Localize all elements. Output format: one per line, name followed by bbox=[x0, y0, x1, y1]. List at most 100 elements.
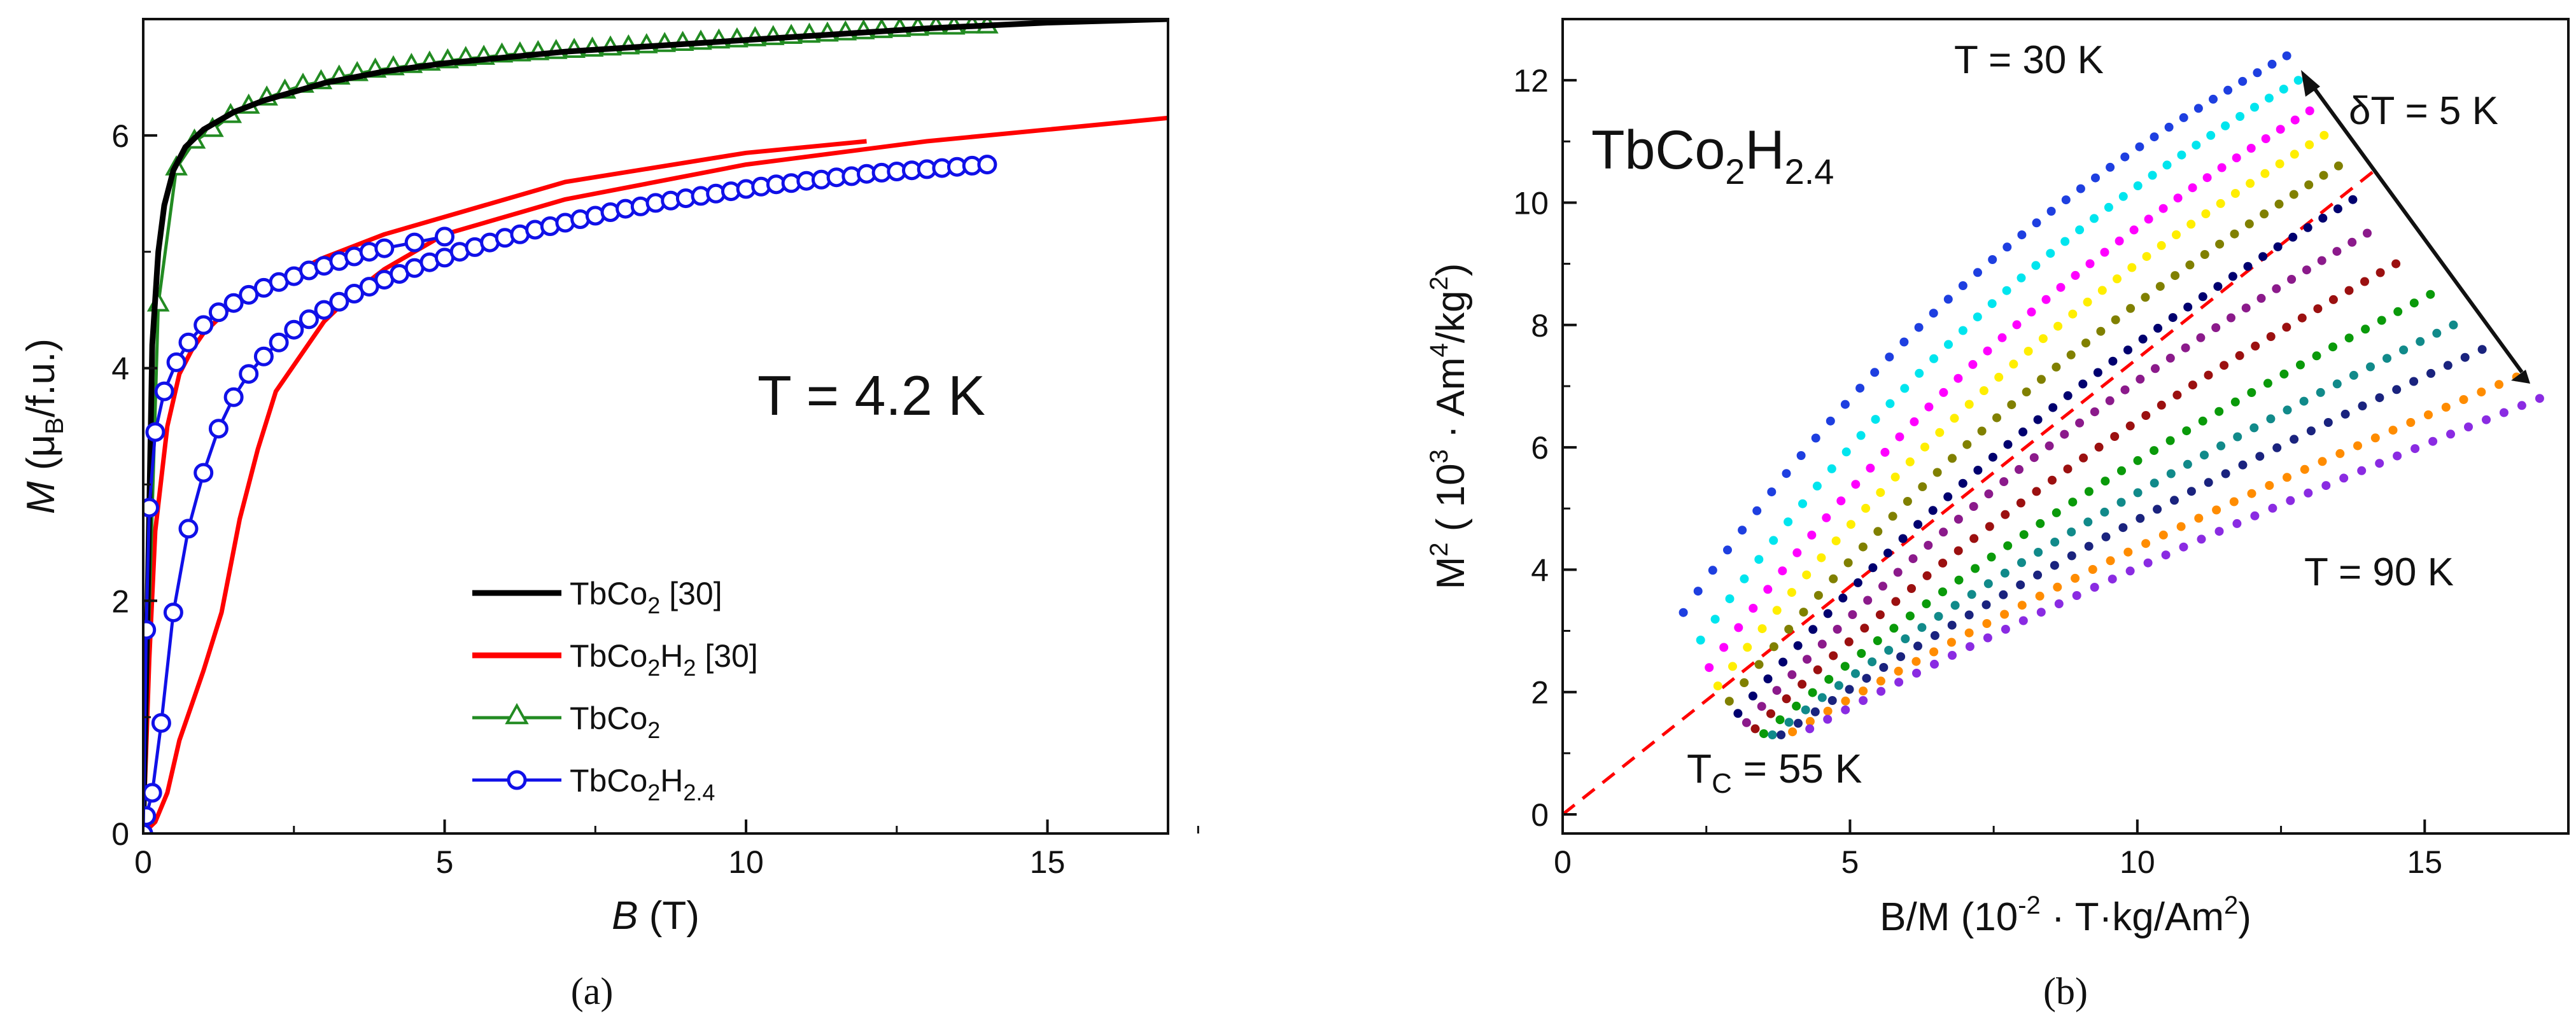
panel-b-point bbox=[1953, 546, 1963, 555]
panel-b-point bbox=[2388, 426, 2398, 435]
panel-b-point bbox=[2246, 144, 2256, 153]
panel-b-point bbox=[2033, 570, 2043, 580]
panel-b-point bbox=[1858, 542, 1868, 552]
legend-label-part: TbCo bbox=[570, 576, 647, 611]
panel-b-point bbox=[2166, 469, 2176, 478]
panel-b-point bbox=[2275, 159, 2284, 169]
panel-b-point bbox=[2081, 338, 2090, 348]
panel-b-point bbox=[2302, 265, 2311, 275]
panel-b-point bbox=[1772, 606, 1782, 615]
panel-b-point bbox=[1752, 506, 1762, 515]
panel-b-point bbox=[2229, 497, 2239, 506]
panel-b-point bbox=[2409, 298, 2419, 308]
panel-b-point bbox=[1827, 696, 1837, 705]
panel-a-point bbox=[208, 419, 229, 439]
panel-a-point bbox=[253, 346, 274, 366]
panel-b-point bbox=[2176, 522, 2186, 531]
panel-b-point bbox=[2171, 271, 2180, 281]
panel-b-point bbox=[1822, 513, 1831, 522]
panel-b-ticks: 0 5 10 15 0 2 4 6 8 10 12 bbox=[1513, 18, 2570, 880]
panel-b-point bbox=[2406, 418, 2416, 427]
panel-b-point bbox=[2313, 304, 2323, 314]
panel-a-point bbox=[374, 238, 395, 258]
panel-b-point bbox=[2382, 354, 2391, 363]
legend-label: TbCo2 bbox=[570, 701, 660, 743]
panel-b-point bbox=[2260, 209, 2269, 219]
panel-a-line-1 bbox=[143, 115, 1168, 833]
panel-b-point bbox=[1876, 676, 1885, 686]
panel-b-point bbox=[2023, 347, 2033, 356]
panel-b-point bbox=[2142, 252, 2151, 261]
panel-b-tc-sub: C bbox=[1712, 768, 1732, 799]
panel-b-point bbox=[1805, 724, 1815, 734]
panel-b-point bbox=[1759, 729, 1768, 739]
panel-b-point bbox=[2093, 368, 2102, 377]
panel-a-xtick-label: 10 bbox=[728, 844, 764, 880]
panel-b-point bbox=[2173, 193, 2183, 203]
panel-a-point bbox=[269, 332, 289, 352]
panel-b-ytick-label: 6 bbox=[1531, 430, 1549, 466]
panel-a-xtick-label: 15 bbox=[1030, 844, 1066, 880]
panel-b-point bbox=[2194, 513, 2204, 523]
panel-b-point bbox=[1947, 620, 1957, 630]
panel-b-point bbox=[2279, 369, 2289, 379]
panel-b-point bbox=[1901, 634, 1910, 643]
panel-b-point bbox=[2117, 466, 2126, 475]
panel-b-point bbox=[2037, 375, 2046, 384]
panel-b-point bbox=[2459, 395, 2468, 404]
panel-b-ylabel-sup4: 2 bbox=[1425, 276, 1453, 290]
panel-a-point bbox=[223, 387, 244, 407]
panel-b-point bbox=[2016, 273, 2026, 282]
panel-b-point bbox=[2288, 232, 2298, 242]
panel-b-point bbox=[1808, 688, 1817, 697]
panel-b-point bbox=[2141, 293, 2150, 302]
panel-b-point bbox=[2290, 150, 2299, 159]
panel-b-point bbox=[2056, 282, 2066, 292]
panel-b-point bbox=[2214, 407, 2224, 416]
panel-b-point bbox=[1871, 415, 1880, 424]
panel-b-point bbox=[2347, 237, 2357, 247]
panel-b-point bbox=[2066, 350, 2076, 359]
panel-b-point bbox=[2441, 403, 2451, 412]
panel-b-point bbox=[1817, 693, 1827, 702]
panel-b-point bbox=[2155, 282, 2165, 291]
panel-b-point bbox=[1769, 536, 1778, 545]
panel-b-point bbox=[1740, 678, 1749, 687]
panel-b-point bbox=[1725, 594, 1735, 604]
panel-b-point bbox=[2118, 192, 2128, 201]
panel-b-point bbox=[1784, 517, 1793, 527]
panel-b-point bbox=[1798, 680, 1807, 689]
panel-b-point bbox=[1964, 628, 1974, 638]
panel-b-point bbox=[1829, 574, 1838, 583]
panel-b-ylabel-sup3: 4 bbox=[1425, 343, 1453, 357]
panel-b-point bbox=[2223, 85, 2233, 95]
panel-b-title-sub1: 2 bbox=[1725, 151, 1745, 192]
panel-b-point bbox=[2250, 511, 2260, 520]
panel-b-point bbox=[2090, 214, 2099, 223]
panel-b-point bbox=[2366, 362, 2375, 372]
panel-b-point bbox=[1836, 496, 1846, 506]
panel-b-point bbox=[1724, 697, 1734, 706]
panel-b-isotherm-35K bbox=[1696, 76, 2303, 645]
panel-b-point bbox=[1971, 564, 1980, 573]
panel-b-point bbox=[2265, 481, 2274, 490]
panel-b-isotherm-30K bbox=[1679, 51, 2291, 617]
legend-label-part: H bbox=[660, 763, 683, 798]
panel-a-xtick-label: 0 bbox=[134, 844, 152, 880]
panel-b-point bbox=[1913, 641, 1922, 651]
panel-b-point bbox=[2363, 228, 2372, 238]
panel-b-point bbox=[1728, 662, 1737, 671]
panel-b-compound-title: TbCo2H2.4 bbox=[1591, 120, 1834, 192]
panel-b-point bbox=[2293, 76, 2303, 85]
panel-b-point bbox=[2141, 411, 2151, 420]
panel-b-point bbox=[2170, 496, 2179, 505]
panel-b-point bbox=[1749, 604, 1758, 613]
panel-b-point bbox=[2157, 241, 2166, 250]
panel-b-point bbox=[2186, 220, 2196, 229]
panel-b-point bbox=[1981, 600, 1991, 610]
panel-b-point bbox=[1859, 696, 1868, 705]
panel-b-point bbox=[1964, 400, 1974, 409]
legend-label-part: [30] bbox=[696, 638, 757, 674]
panel-b-t-top-label: T = 30 K bbox=[1954, 38, 2104, 82]
panel-b-point bbox=[2088, 565, 2097, 574]
